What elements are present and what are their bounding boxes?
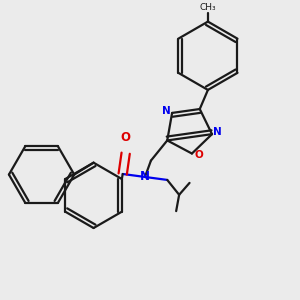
Text: N: N bbox=[140, 170, 150, 184]
Text: N: N bbox=[213, 127, 222, 137]
Text: CH₃: CH₃ bbox=[200, 3, 216, 12]
Text: O: O bbox=[121, 131, 131, 144]
Text: O: O bbox=[195, 150, 204, 160]
Text: N: N bbox=[162, 106, 171, 116]
